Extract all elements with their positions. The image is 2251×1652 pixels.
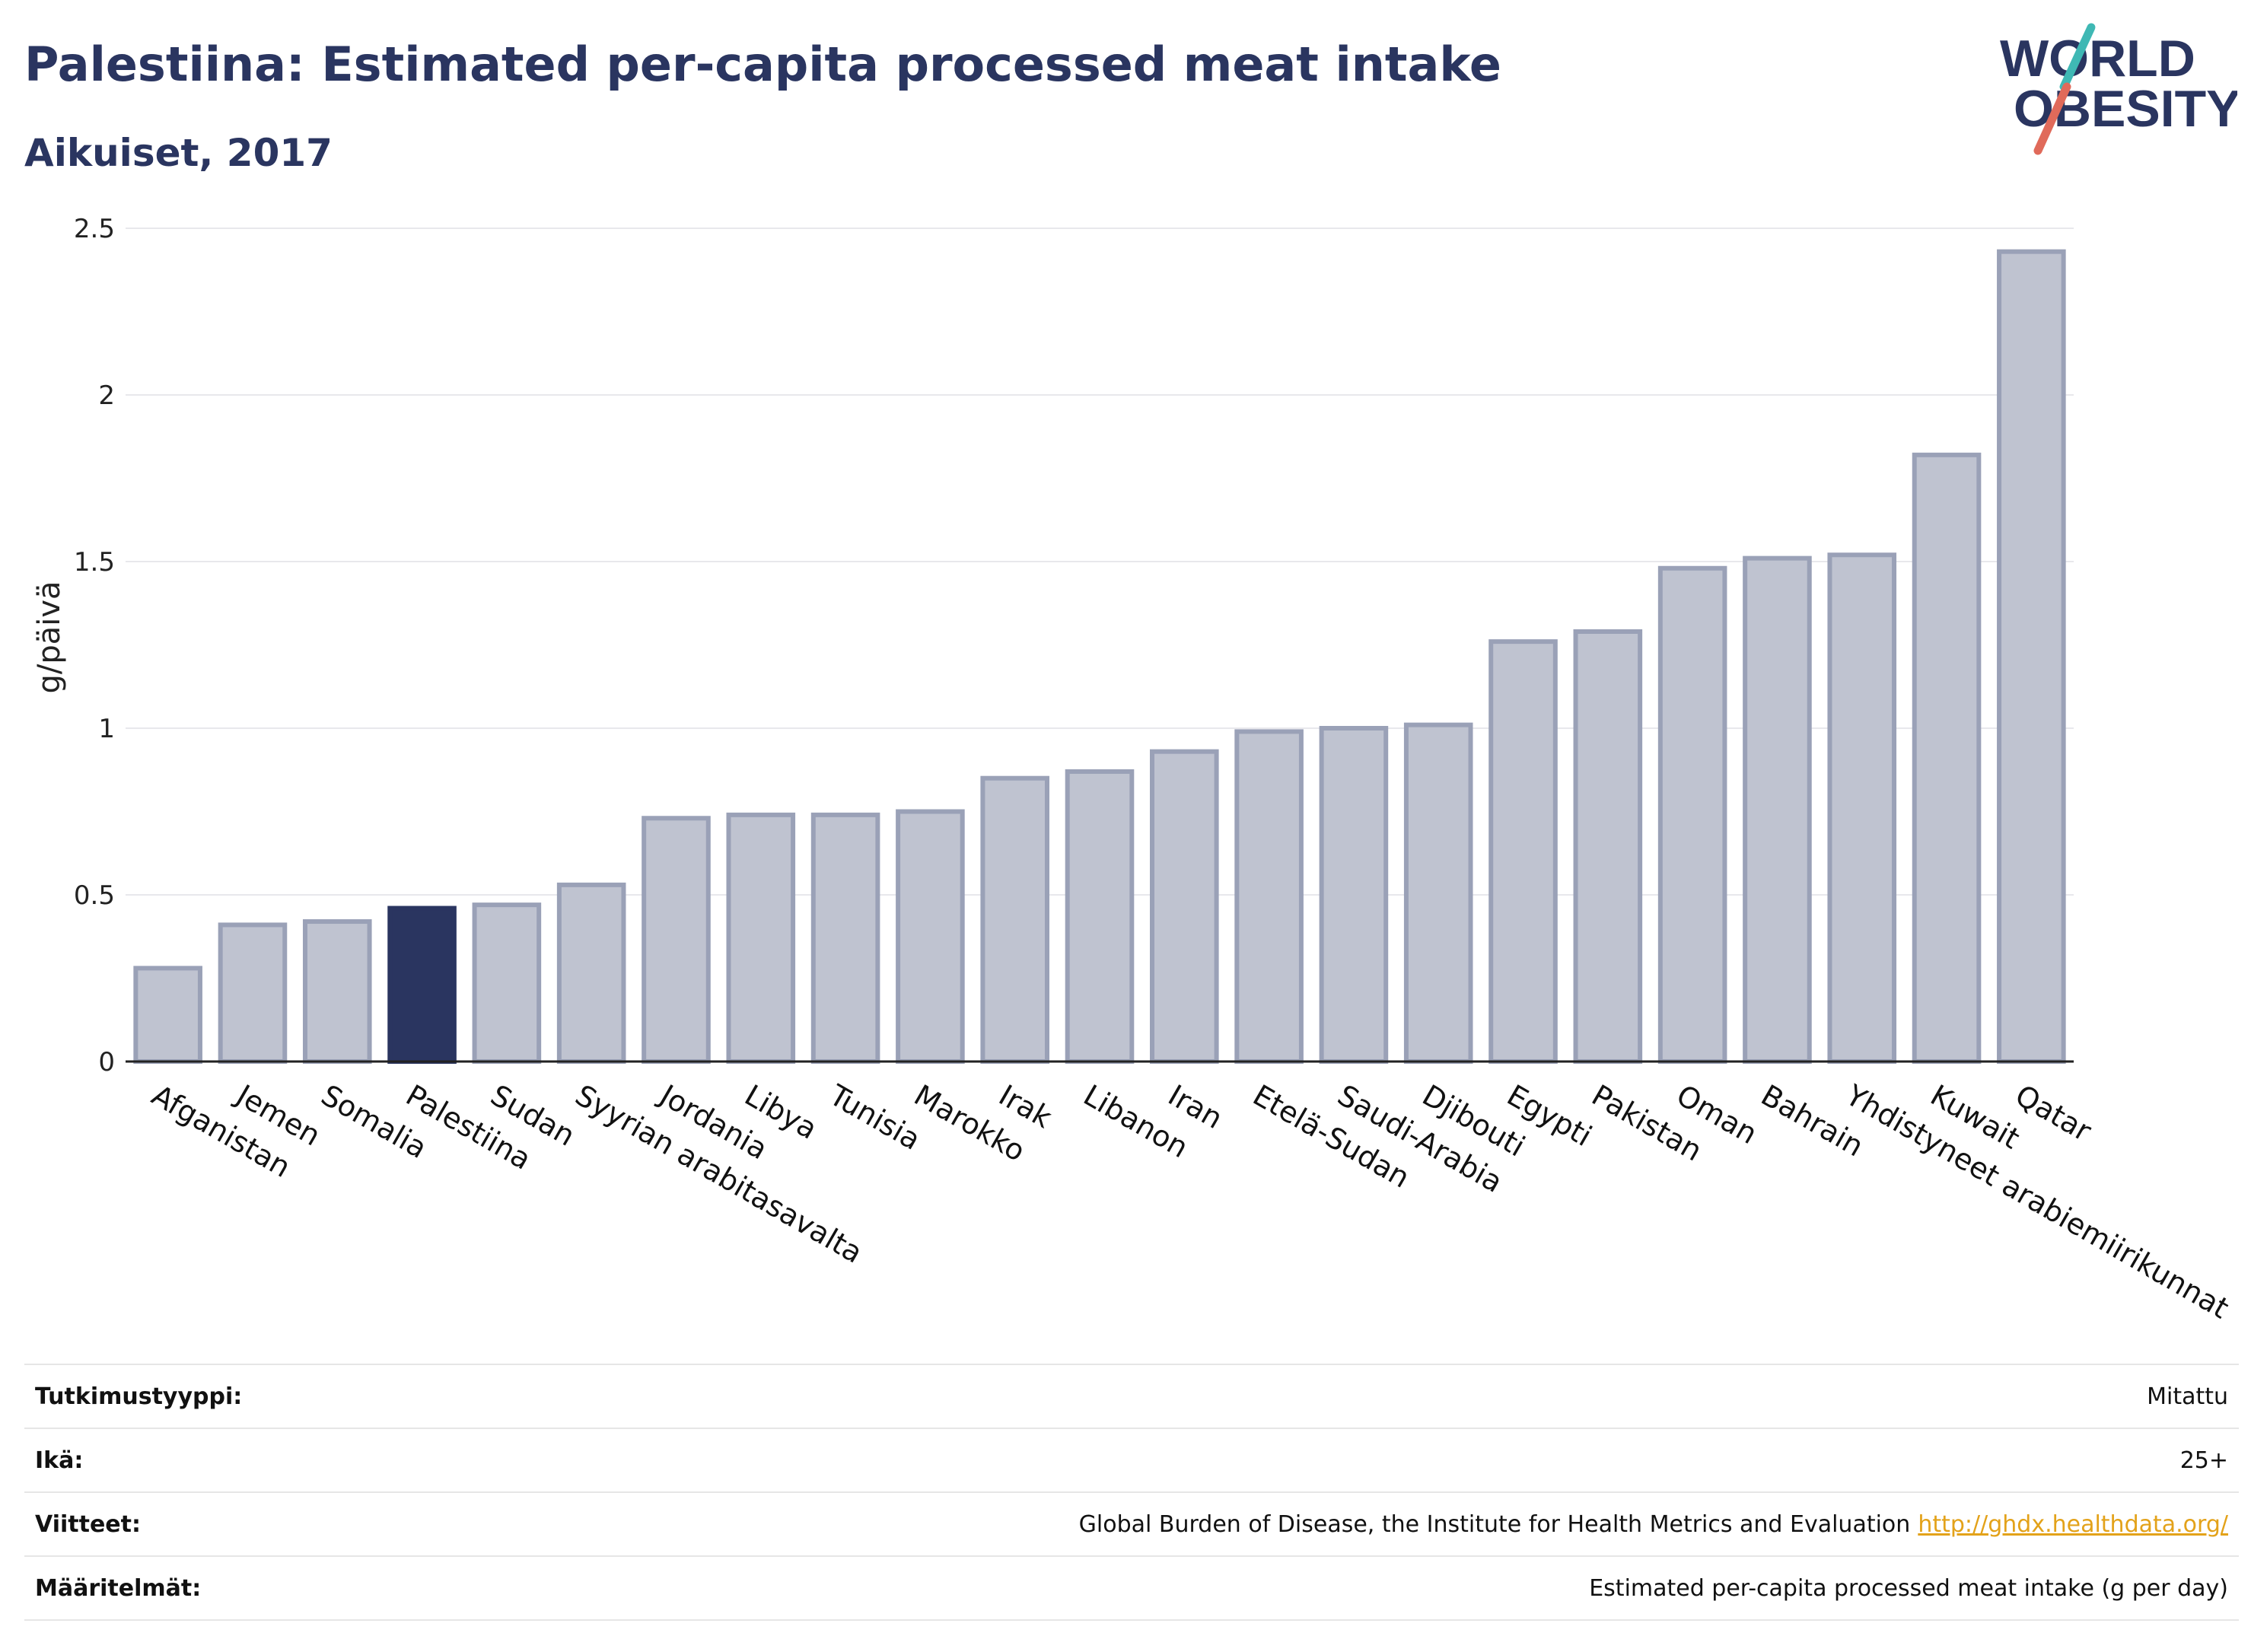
bar-iran[interactable] — [1150, 749, 1219, 1064]
bar-marokko[interactable] — [896, 809, 965, 1064]
y-axis-label: g/päivä — [32, 581, 67, 693]
chart-subtitle: Aikuiset, 2017 — [24, 131, 333, 175]
age-label: Ikä: — [24, 1428, 387, 1493]
y-tick-label: 0.5 — [74, 880, 115, 911]
bars — [133, 249, 2066, 1065]
x-tick-label: Tunisia — [823, 1077, 926, 1157]
bar-palestiina[interactable] — [387, 906, 457, 1065]
info-row-age: Ikä: 25+ — [24, 1428, 2239, 1493]
bar-sudan[interactable] — [472, 902, 542, 1065]
chart-title: Palestiina: Estimated per-capita process… — [24, 37, 1501, 92]
info-row-references: Viitteet: Global Burden of Disease, the … — [24, 1492, 2239, 1557]
x-axis-tick-labels: AfganistanJemenSomaliaPalestiinaSudanSyy… — [146, 1077, 2234, 1326]
logo-text-world: WORLD — [2000, 30, 2195, 88]
bar-kuwait[interactable] — [1912, 452, 1982, 1064]
logo-slash-teal — [2059, 23, 2096, 91]
info-row-definitions: Määritelmät: Estimated per-capita proces… — [24, 1556, 2239, 1621]
info-row-study-type: Tutkimustyyppi: Mitattu — [24, 1364, 2239, 1429]
bar-djibouti[interactable] — [1403, 722, 1473, 1064]
bar-pakistan[interactable] — [1573, 629, 1643, 1064]
bar-qatar[interactable] — [1997, 249, 2066, 1064]
definitions-label: Määritelmät: — [24, 1556, 387, 1621]
bar-oman[interactable] — [1657, 565, 1727, 1064]
bar-tunisia[interactable] — [810, 812, 880, 1064]
bar-somalia[interactable] — [302, 919, 372, 1065]
bar-saudi-arabia[interactable] — [1319, 726, 1389, 1064]
y-tick-label: 2.5 — [74, 214, 115, 244]
bar-jemen[interactable] — [218, 922, 288, 1065]
y-tick-label: 1.5 — [74, 547, 115, 578]
references-value: Global Burden of Disease, the Institute … — [1078, 1510, 1911, 1538]
world-obesity-logo: WORLD OBESITY — [2000, 23, 2237, 155]
study-type-label: Tutkimustyyppi: — [24, 1364, 387, 1429]
references-label: Viitteet: — [24, 1492, 387, 1557]
age-value: 25+ — [386, 1428, 2239, 1493]
references-link[interactable]: http://ghdx.healthdata.org/ — [1918, 1510, 2228, 1538]
y-tick-label: 0 — [98, 1047, 115, 1077]
references-cell: Global Burden of Disease, the Institute … — [386, 1492, 2239, 1557]
bar-chart: 0 0.5 1 1.5 2 2.5 AfganistanJemenSomaliaPales… — [32, 214, 2234, 1326]
bar-libanon[interactable] — [1065, 769, 1135, 1064]
y-axis-tick-labels: 0 0.5 1 1.5 2 2.5 — [74, 214, 115, 1077]
y-tick-label: 1 — [98, 714, 115, 744]
logo-slash-red — [2033, 82, 2071, 155]
study-type-value: Mitattu — [386, 1364, 2239, 1429]
bar-afganistan[interactable] — [133, 966, 202, 1064]
definitions-value: Estimated per-capita processed meat inta… — [386, 1556, 2239, 1621]
bar-irak[interactable] — [980, 775, 1049, 1064]
info-table: Tutkimustyyppi: Mitattu Ikä: 25+ Viittee… — [24, 1364, 2239, 1621]
bar-jordania[interactable] — [642, 816, 711, 1064]
bar-libya[interactable] — [726, 812, 796, 1064]
bar-yhdistyneet-arabiemiirikunnat[interactable] — [1827, 552, 1897, 1064]
bar-syyrian-arabitasavalta[interactable] — [556, 882, 626, 1064]
bar-bahrain[interactable] — [1743, 555, 1812, 1064]
x-tick-label: Qatar — [2010, 1078, 2097, 1148]
y-tick-label: 2 — [98, 380, 115, 411]
bar-egypti[interactable] — [1488, 639, 1558, 1064]
bar-etelä-sudan[interactable] — [1234, 729, 1304, 1064]
